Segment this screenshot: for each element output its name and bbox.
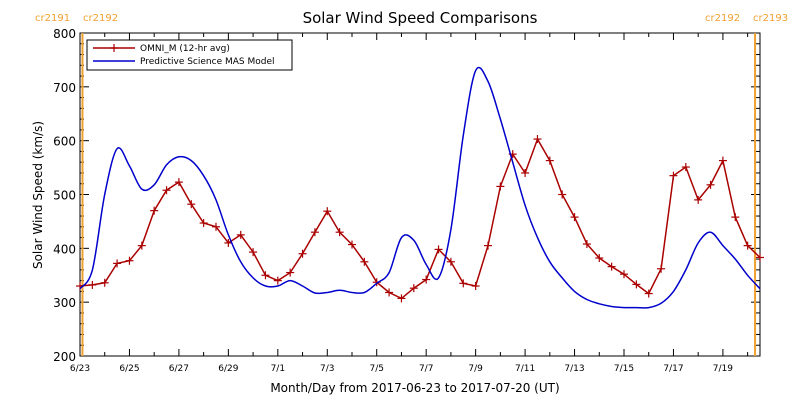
data-point [249, 248, 258, 257]
x-tick-label-7-7: 7/7 [419, 364, 433, 374]
data-point [310, 228, 319, 237]
data-point [422, 275, 431, 284]
data-point [471, 282, 480, 291]
data-point [446, 257, 455, 266]
series-lines [76, 66, 764, 309]
data-point [545, 156, 554, 165]
x-tick-label-7-5: 7/5 [369, 364, 383, 374]
legend: OMNI_M (12-hr avg) Predictive Science MA… [86, 39, 293, 71]
data-point [694, 195, 703, 204]
data-point [113, 259, 122, 268]
x-tick-label-7-3: 7/3 [320, 364, 334, 374]
y-tick-label-400: 400 [53, 242, 76, 256]
x-tick-label-6-29: 6/29 [218, 364, 238, 374]
x-tick-label-7-19: 7/19 [713, 364, 733, 374]
y-tick-label-800: 800 [53, 27, 76, 41]
data-point [335, 228, 344, 237]
rotation-label-right: cr2193 [753, 13, 788, 24]
data-point [100, 278, 109, 287]
data-point [409, 284, 418, 293]
rotation-label-right: cr2192 [83, 13, 118, 24]
data-point [360, 257, 369, 266]
data-point [459, 279, 468, 288]
x-tick-label-7-11: 7/11 [515, 364, 535, 374]
data-point [632, 280, 641, 289]
data-point [137, 241, 146, 250]
data-point [496, 182, 505, 191]
x-tick-label-6-25: 6/25 [119, 364, 139, 374]
y-tick-label-300: 300 [53, 296, 76, 310]
legend-label-mas: Predictive Science MAS Model [140, 57, 275, 67]
y-tick-label-500: 500 [53, 189, 76, 203]
data-point [706, 180, 715, 189]
y-tick-labels: 200 300 400 500 600 700 800 [53, 27, 76, 364]
data-point [385, 288, 394, 297]
data-point [261, 271, 270, 280]
data-point [199, 219, 208, 228]
data-point [533, 135, 542, 144]
chart-title: Solar Wind Speed Comparisons [303, 9, 538, 27]
data-point [323, 207, 332, 216]
data-point [187, 200, 196, 209]
data-point [434, 245, 443, 254]
data-point [756, 253, 764, 262]
data-point [125, 256, 134, 265]
data-point [607, 262, 616, 271]
x-tick-label-7-1: 7/1 [271, 364, 285, 374]
y-tick-label-200: 200 [53, 350, 76, 364]
data-point [150, 206, 159, 215]
legend-box [86, 39, 293, 71]
series-line-omni-m-12-hr-avg [79, 137, 761, 300]
x-tick-labels: 6/23 6/25 6/27 6/29 7/1 7/3 7/5 7/7 7/9 7/11 7/13 7… [70, 364, 733, 374]
x-tick-label-7-9: 7/9 [468, 364, 483, 374]
data-point [570, 213, 579, 222]
data-point [88, 280, 97, 289]
y-tick-label-600: 600 [53, 135, 76, 149]
data-point [620, 270, 628, 279]
data-point [298, 249, 307, 258]
data-point [236, 230, 245, 239]
series-line-predictive-science-mas-model [79, 66, 761, 309]
x-tick-label-7-15: 7/15 [614, 364, 634, 374]
rotation-label-left: cr2192 [705, 13, 740, 24]
data-point [644, 289, 653, 298]
data-point [174, 178, 183, 187]
rotation-markers: cr2191 cr2192 cr2192 cr2193 [35, 13, 788, 356]
x-axis-label: Month/Day from 2017-06-23 to 2017-07-20 … [270, 381, 559, 395]
data-point [484, 241, 492, 250]
data-point [743, 241, 752, 250]
data-point [558, 190, 567, 199]
legend-label-omni: OMNI_M (12-hr avg) [140, 44, 230, 54]
data-point [657, 264, 666, 273]
x-tick-label-6-23: 6/23 [70, 364, 90, 374]
data-point [286, 268, 295, 277]
data-point [348, 240, 356, 249]
data-point [595, 254, 604, 263]
data-point [212, 222, 220, 231]
plot-frame [79, 32, 761, 357]
data-point [162, 186, 171, 195]
x-tick-label-7-13: 7/13 [564, 364, 584, 374]
rotation-label-left: cr2191 [35, 13, 70, 24]
data-point [669, 171, 678, 180]
data-point [521, 168, 530, 177]
data-point [681, 163, 690, 172]
y-axis-label: Solar Wind Speed (km/s) [31, 121, 45, 269]
x-tick-label-7-17: 7/17 [663, 364, 683, 374]
data-point [397, 294, 406, 303]
data-point [718, 156, 727, 165]
y-tick-label-700: 700 [53, 81, 76, 95]
data-point [582, 240, 591, 249]
data-point [731, 213, 740, 222]
data-point [273, 276, 282, 285]
axis-ticks [79, 32, 760, 357]
x-tick-label-6-27: 6/27 [169, 364, 189, 374]
